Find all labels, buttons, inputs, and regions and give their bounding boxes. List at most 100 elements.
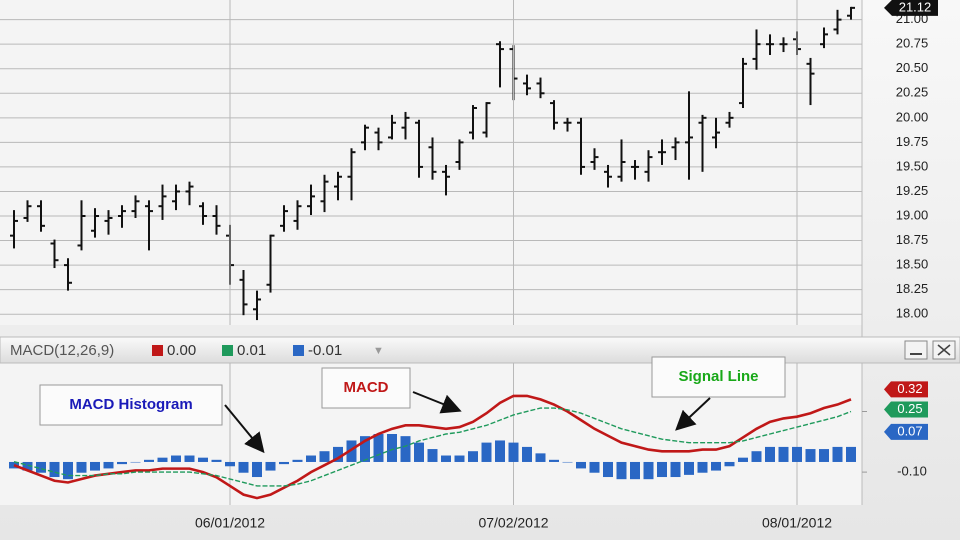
y-tick-label: 18.25	[896, 281, 929, 296]
y-tick-label: 20.75	[896, 36, 929, 51]
histogram-bar	[238, 461, 249, 473]
last-value-tag	[884, 381, 928, 398]
histogram-bar	[90, 461, 100, 471]
histogram-bar	[346, 440, 357, 462]
histogram-bar	[292, 459, 303, 462]
y-tick-label: 20.50	[896, 60, 929, 75]
histogram-bar	[373, 434, 384, 462]
y-tick-label: 18.00	[896, 306, 929, 321]
annotation-box	[651, 356, 786, 398]
histogram-bar	[454, 455, 465, 462]
dropdown-arrow[interactable]: ▼	[373, 345, 384, 357]
annotation-box	[39, 384, 223, 426]
histogram-bar	[157, 457, 168, 462]
legend-readout: 0.01	[237, 342, 266, 359]
histogram-bar	[49, 461, 60, 478]
histogram-bar	[765, 446, 775, 462]
indicator-toolbar	[0, 336, 960, 364]
histogram-bar	[832, 446, 843, 462]
annotation-arrow	[224, 404, 265, 454]
histogram-bar	[697, 461, 708, 473]
histogram-bar	[252, 461, 262, 478]
histogram-bar	[508, 442, 519, 462]
legend-swatch	[293, 345, 304, 356]
histogram-bar	[279, 461, 289, 465]
histogram-bar	[751, 451, 762, 462]
histogram-bar	[657, 461, 667, 478]
histogram-bar	[265, 461, 276, 471]
histogram-bar	[184, 455, 195, 462]
histogram-bar	[117, 461, 127, 465]
histogram-bar	[670, 461, 681, 478]
histogram-bar	[549, 459, 559, 462]
close-icon	[937, 344, 951, 356]
histogram-bar	[589, 461, 600, 473]
histogram-bar	[819, 449, 829, 462]
histogram-bar	[846, 446, 856, 462]
histogram-bar	[495, 440, 505, 462]
indicator-title: MACD(12,26,9)	[10, 342, 114, 359]
y-tick-label: 19.75	[896, 134, 929, 149]
histogram-bar	[562, 461, 573, 463]
y-tick-label: 19.25	[896, 183, 929, 198]
y-tick-label: 19.00	[896, 207, 929, 222]
histogram-bar	[171, 455, 181, 462]
annotation-label: Signal Line	[678, 368, 758, 385]
histogram-bar	[414, 442, 424, 462]
histogram-bar	[76, 461, 87, 473]
histogram-bar	[441, 455, 451, 462]
histogram-bar	[616, 461, 627, 480]
legend-swatch	[152, 345, 163, 356]
histogram-bar	[468, 451, 478, 462]
histogram-bar	[684, 461, 694, 475]
last-value-tag	[884, 423, 928, 440]
histogram-bar	[63, 461, 73, 480]
histogram-bar	[481, 442, 492, 462]
histogram-bar	[778, 446, 789, 462]
histogram-bar	[576, 461, 586, 469]
x-tick-label: 06/01/2012	[195, 515, 265, 531]
histogram-bar	[805, 449, 816, 462]
y-tick-label: -0.10	[897, 464, 927, 479]
histogram-bar	[225, 461, 235, 467]
series-line	[13, 407, 852, 487]
legend-readout: 0.00	[167, 342, 196, 359]
histogram-bar	[387, 434, 397, 462]
histogram-bar	[144, 459, 154, 462]
histogram-bar	[103, 461, 114, 469]
legend-readout: -0.01	[308, 342, 342, 359]
price-pane	[0, 0, 862, 325]
annotation-label: MACD	[344, 379, 389, 396]
histogram-bar	[333, 446, 343, 462]
histogram-bar	[360, 436, 370, 462]
histogram-bar	[211, 459, 222, 462]
histogram-bar	[603, 461, 613, 478]
histogram-bar	[198, 457, 208, 462]
y-tick-label: 19.50	[896, 158, 929, 173]
annotation-arrow	[412, 391, 462, 414]
series-line	[13, 394, 852, 500]
histogram-bar	[22, 461, 33, 471]
annotation-box	[321, 367, 411, 409]
histogram-bar	[792, 446, 802, 462]
legend-swatch	[222, 345, 233, 356]
y-tick-label: 18.75	[896, 232, 929, 247]
histogram-bar	[535, 453, 546, 462]
histogram-bar	[724, 461, 735, 467]
last-value-tag	[884, 401, 928, 418]
histogram-bar	[130, 461, 141, 463]
minimize-button[interactable]	[904, 340, 928, 360]
histogram-bar	[36, 461, 46, 473]
annotation-label: MACD Histogram	[69, 396, 192, 413]
histogram-bar	[522, 446, 532, 462]
histogram-bar	[738, 457, 748, 462]
histogram-bar	[319, 451, 330, 462]
histogram-bar	[306, 455, 316, 462]
y-tick-label: 18.50	[896, 257, 929, 272]
y-tick-label: 20.00	[896, 109, 929, 124]
histogram-bar	[427, 449, 438, 462]
last-price-label: 21.12	[899, 0, 932, 14]
histogram-bar	[711, 461, 721, 471]
last-price-tag	[884, 0, 938, 16]
